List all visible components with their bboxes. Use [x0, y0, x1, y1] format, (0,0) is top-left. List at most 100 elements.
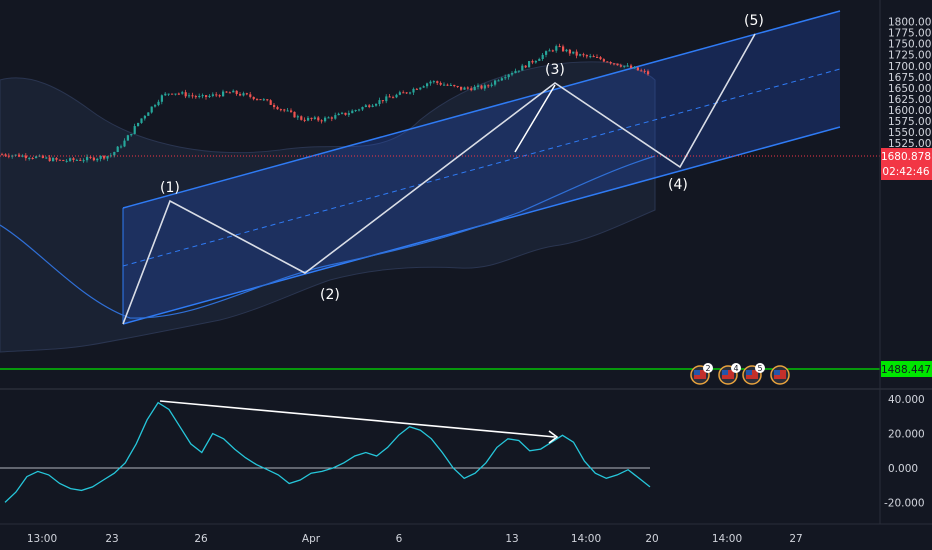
candle: [235, 90, 238, 96]
time-tick-label: 26: [194, 533, 208, 545]
wave-label-1: (1): [160, 180, 180, 196]
candle: [592, 54, 595, 58]
candle: [293, 111, 296, 118]
candle: [106, 155, 109, 162]
candle: [487, 84, 490, 88]
event-marker-flag-icon[interactable]: 4: [718, 363, 741, 385]
candle: [528, 60, 531, 68]
candle: [626, 62, 629, 67]
candle: [140, 118, 143, 124]
candle: [582, 52, 585, 58]
wave-sketch-line-2: [514, 84, 556, 153]
price-tick-label: 1625.000: [888, 94, 932, 106]
candle: [150, 106, 153, 114]
wave-label-5: (5): [744, 13, 764, 29]
candle: [602, 58, 605, 63]
candle: [286, 107, 289, 112]
candle: [320, 119, 323, 124]
candle: [28, 156, 31, 161]
event-count: 4: [733, 364, 738, 373]
candle: [337, 112, 340, 116]
divergence-line: [159, 400, 556, 438]
price-tick-label: 1800.000: [888, 17, 932, 29]
candle: [334, 112, 337, 120]
candle: [596, 54, 599, 58]
candle: [245, 92, 248, 96]
candle: [473, 84, 476, 91]
candle: [130, 133, 133, 137]
candle: [188, 92, 191, 99]
candle: [426, 82, 429, 89]
candle: [463, 86, 466, 90]
candle: [194, 94, 197, 99]
candle: [228, 91, 231, 94]
oscillator-tick-label: -20.000: [884, 497, 925, 509]
candle: [395, 93, 398, 99]
candle: [640, 68, 643, 72]
candle: [300, 115, 303, 121]
candle: [191, 92, 194, 99]
time-tick-label: 20: [645, 533, 658, 545]
candle: [378, 97, 381, 107]
candle: [242, 91, 245, 97]
candle: [137, 122, 140, 127]
candle: [606, 61, 609, 63]
candle: [7, 153, 10, 159]
candle: [154, 103, 157, 108]
candle: [358, 108, 361, 112]
candle: [619, 63, 622, 68]
candle: [351, 109, 354, 114]
candle: [113, 151, 116, 158]
oscillator-axis[interactable]: 40.000 20.000 0.000 -20.000: [884, 394, 925, 509]
candle: [531, 59, 534, 65]
time-axis[interactable]: 13:00 23 26 Apr 6 13 14:00 20 14:00 27: [27, 533, 803, 545]
candle: [354, 109, 357, 112]
candle: [494, 79, 497, 87]
event-count: 2: [705, 364, 710, 373]
candle: [48, 155, 51, 162]
candle: [466, 86, 469, 90]
price-tick-label: 1600.000: [888, 105, 932, 117]
candle: [218, 94, 221, 98]
candle: [555, 44, 558, 53]
wave-label-3: (3): [545, 62, 565, 78]
oscillator-line: [4, 401, 651, 503]
candle: [545, 50, 548, 58]
candle: [269, 99, 272, 106]
event-marker-flag-icon[interactable]: 5: [742, 363, 765, 385]
candle: [575, 49, 578, 59]
candle: [103, 154, 106, 161]
candle: [211, 92, 214, 98]
candle: [92, 156, 95, 162]
price-tick-label: 1650.000: [888, 83, 932, 95]
candle: [290, 108, 293, 113]
candle: [579, 53, 582, 57]
candle: [534, 60, 537, 64]
price-tick-label: 1750.000: [888, 39, 932, 51]
candle: [589, 53, 592, 59]
candle: [41, 154, 44, 159]
time-tick-label: 6: [396, 533, 403, 545]
channel-upper-line: [122, 10, 841, 209]
candle: [490, 82, 493, 88]
candle: [524, 65, 527, 69]
candle: [99, 155, 102, 162]
candle: [453, 84, 456, 88]
candle: [633, 65, 636, 69]
candle: [160, 94, 163, 105]
candle: [439, 81, 442, 86]
candle: [385, 94, 388, 104]
event-marker-flag-icon[interactable]: [770, 365, 790, 385]
candle: [470, 86, 473, 92]
candle: [324, 116, 327, 123]
event-marker-flag-icon[interactable]: 2: [690, 363, 713, 385]
candle: [613, 63, 616, 66]
candle: [344, 112, 347, 116]
candle: [419, 87, 422, 91]
time-tick-label: 13: [505, 533, 518, 545]
candle: [232, 89, 235, 93]
candle: [164, 92, 167, 96]
candle: [18, 152, 21, 158]
price-tick-label: 1675.000: [888, 72, 932, 84]
candle: [500, 76, 503, 82]
